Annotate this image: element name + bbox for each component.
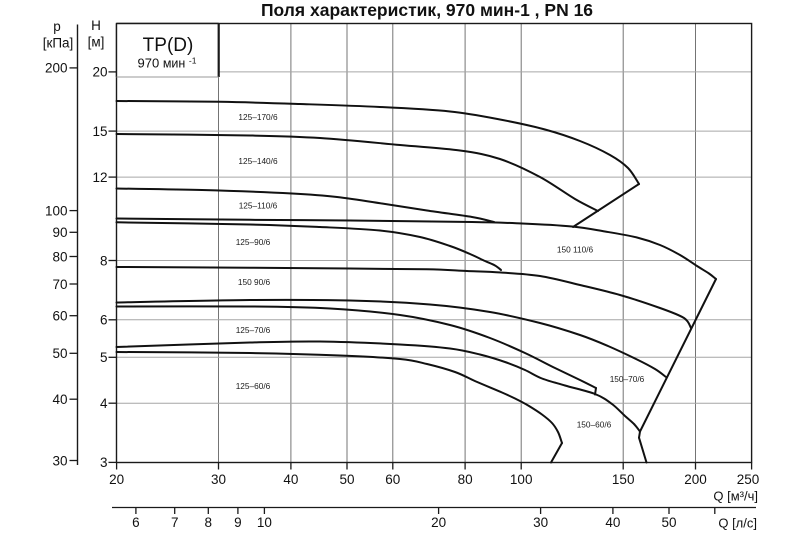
svg-text:60: 60 (52, 309, 67, 324)
svg-text:150 110/6: 150 110/6 (557, 245, 594, 255)
svg-text:250: 250 (737, 472, 760, 487)
svg-text:90: 90 (52, 225, 67, 240)
svg-text:3: 3 (100, 455, 108, 470)
svg-text:125–60/6: 125–60/6 (236, 381, 271, 391)
svg-text:125–140/6: 125–140/6 (238, 156, 278, 166)
svg-text:[кПа]: [кПа] (43, 36, 74, 51)
svg-text:50: 50 (661, 515, 676, 530)
svg-text:150: 150 (612, 472, 635, 487)
svg-text:200: 200 (45, 61, 68, 76)
svg-text:30: 30 (533, 515, 548, 530)
svg-text:200: 200 (684, 472, 707, 487)
svg-text:50: 50 (339, 472, 354, 487)
svg-text:p: p (53, 19, 61, 34)
svg-text:TP(D): TP(D) (143, 35, 194, 56)
svg-text:125–170/6: 125–170/6 (238, 112, 278, 122)
svg-text:30: 30 (211, 472, 226, 487)
svg-text:Q [л/с]: Q [л/с] (718, 516, 757, 531)
svg-text:970 мин -1: 970 мин -1 (138, 56, 197, 71)
svg-text:40: 40 (605, 515, 620, 530)
svg-text:12: 12 (92, 170, 107, 185)
svg-text:15: 15 (92, 124, 107, 139)
svg-text:20: 20 (109, 472, 124, 487)
svg-text:50: 50 (52, 346, 67, 361)
svg-text:6: 6 (132, 515, 140, 530)
svg-text:60: 60 (385, 472, 400, 487)
svg-text:30: 30 (52, 453, 67, 468)
svg-text:150 90/6: 150 90/6 (238, 277, 271, 287)
svg-text:4: 4 (100, 396, 108, 411)
svg-text:100: 100 (45, 203, 68, 218)
svg-text:100: 100 (510, 472, 533, 487)
svg-text:40: 40 (283, 472, 298, 487)
svg-text:70: 70 (52, 277, 67, 292)
svg-text:150–70/6: 150–70/6 (610, 374, 645, 384)
svg-text:6: 6 (100, 313, 108, 328)
svg-text:8: 8 (205, 515, 213, 530)
svg-text:125–90/6: 125–90/6 (236, 237, 271, 247)
svg-text:Q [м³/ч]: Q [м³/ч] (713, 489, 758, 504)
svg-text:125–110/6: 125–110/6 (239, 201, 278, 211)
svg-text:20: 20 (431, 515, 446, 530)
svg-text:20: 20 (92, 65, 107, 80)
svg-text:[м]: [м] (88, 35, 105, 50)
svg-text:40: 40 (52, 392, 67, 407)
svg-text:80: 80 (458, 472, 473, 487)
svg-text:125–70/6: 125–70/6 (236, 325, 271, 335)
svg-text:5: 5 (100, 350, 108, 365)
svg-text:150–60/6: 150–60/6 (577, 420, 612, 430)
svg-text:80: 80 (52, 249, 67, 264)
svg-text:8: 8 (100, 253, 108, 268)
svg-text:H: H (91, 18, 101, 33)
svg-text:10: 10 (257, 515, 272, 530)
svg-text:9: 9 (234, 515, 242, 530)
svg-text:7: 7 (171, 515, 179, 530)
